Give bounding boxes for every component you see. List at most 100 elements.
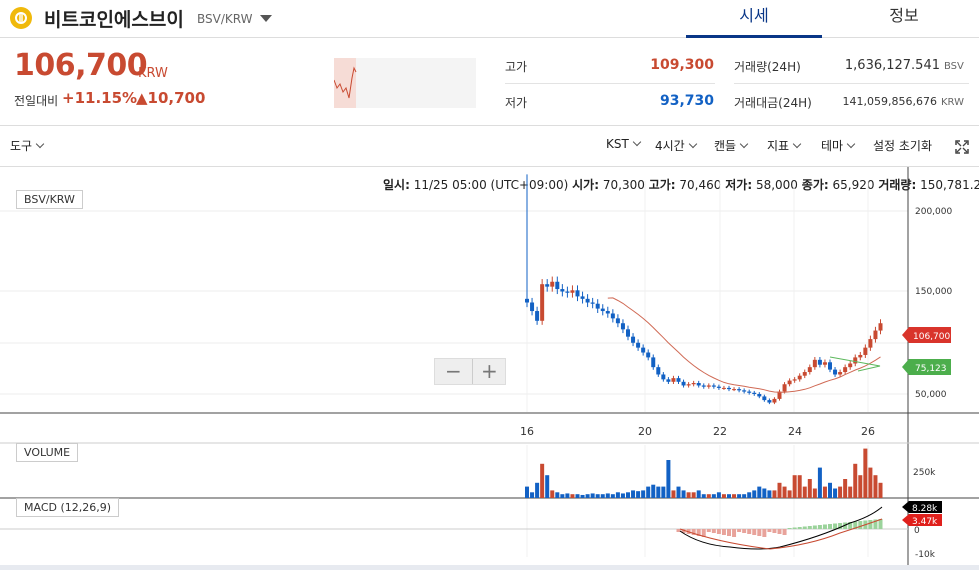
macd-line: [679, 506, 883, 550]
volume-bar: [550, 490, 555, 498]
chevron-down-icon: [792, 139, 802, 149]
macd-bar: [828, 524, 832, 529]
close-label: 종가:: [801, 178, 829, 192]
candle-body: [812, 359, 817, 368]
candle-body: [545, 284, 550, 287]
tools-menu[interactable]: 도구: [10, 137, 45, 154]
volume-bar: [828, 482, 832, 498]
candle-body: [833, 369, 838, 375]
volume-bar: [817, 467, 822, 498]
candle-body: [626, 329, 630, 337]
moving-average-line-2: [829, 356, 881, 372]
volume-bar: [671, 490, 676, 498]
price-chart[interactable]: 200,000 150,000 50,000 16 20 22 24 26 10…: [0, 167, 979, 565]
candle-body: [560, 289, 565, 292]
volume-tag: VOLUME: [16, 443, 79, 462]
macd-bar: [772, 529, 777, 533]
volume-bar: [777, 482, 782, 498]
macd-bar: [732, 529, 737, 537]
zoom-out-button[interactable]: −: [445, 359, 462, 383]
fullscreen-icon[interactable]: [955, 139, 969, 158]
top-bar: [0, 0, 979, 38]
x-tick: 22: [713, 425, 727, 438]
macd-tag-shape: [902, 501, 942, 513]
volume-bar: [701, 494, 706, 498]
volume-bar: [545, 475, 550, 498]
amount-label: 거래대금(24H): [734, 96, 812, 110]
reset-settings-button[interactable]: 설정 초기화: [873, 139, 933, 153]
volume-bar: [863, 448, 868, 498]
macd-tick: 0: [914, 526, 920, 536]
candle-body: [701, 385, 706, 387]
volume-bar: [535, 482, 540, 498]
volume-bar: [555, 492, 560, 498]
chevron-down-icon: [632, 137, 642, 147]
candle-body: [838, 372, 843, 375]
volume-bar: [641, 490, 646, 498]
volume-value: 1,636,127.541: [844, 58, 940, 73]
volume-bar: [858, 475, 863, 498]
candle-body: [681, 381, 686, 386]
candle-body: [777, 391, 782, 399]
macd-bar: [727, 529, 731, 536]
candle-body: [570, 290, 575, 293]
volume-bar: [565, 493, 570, 498]
ma-tag-shape: [902, 359, 951, 375]
volume-bar: [681, 490, 686, 498]
chart-toolbar: [0, 125, 979, 167]
market-pair[interactable]: BSV/KRW: [197, 12, 253, 26]
interval-menu[interactable]: 4시간: [655, 137, 697, 154]
x-tick: 26: [861, 425, 875, 438]
candle-body: [535, 311, 540, 321]
macd-bar: [822, 524, 827, 529]
volume-bar: [802, 486, 807, 498]
candle-body: [666, 379, 671, 382]
volume-bar: [696, 490, 701, 498]
tab-info[interactable]: 정보: [889, 6, 919, 25]
volume-bar: [853, 463, 858, 498]
macd-bar: [737, 529, 742, 532]
candle-body: [631, 336, 636, 343]
chart-grid: [0, 167, 979, 565]
candle-menu[interactable]: 캔들: [714, 137, 749, 154]
chevron-down-icon: [739, 139, 749, 149]
macd-bar: [807, 526, 812, 529]
macd-bar: [777, 529, 782, 534]
candle-body: [540, 284, 545, 321]
timezone-menu[interactable]: KST: [606, 137, 642, 151]
candle-body: [843, 367, 848, 373]
volume-bar: [575, 494, 580, 498]
candle-body: [848, 363, 853, 368]
macd-tick: -10k: [915, 550, 936, 560]
volume-bar: [676, 486, 681, 498]
macd-bar: [711, 529, 716, 533]
volume-bar: [873, 475, 878, 498]
zoom-in-button[interactable]: +: [481, 359, 498, 383]
price-unit: KRW: [138, 66, 168, 81]
candle-body: [620, 323, 625, 330]
candle-body: [757, 394, 762, 397]
tab-quote[interactable]: 시세: [686, 0, 822, 38]
macd-bar: [817, 525, 822, 529]
candle-body: [711, 385, 716, 387]
volume-bar: [626, 492, 630, 498]
amount-value: 141,059,856,676: [842, 95, 937, 108]
volume-bar: [737, 494, 742, 498]
candle-body: [868, 339, 873, 348]
volume-bar: [595, 494, 600, 498]
volume-bar: [782, 486, 787, 498]
theme-label: 테마: [821, 139, 844, 153]
theme-menu[interactable]: 테마: [821, 137, 856, 154]
volume-unit: BSV: [944, 61, 964, 72]
pair-dropdown-icon[interactable]: [260, 15, 272, 22]
volume-bar: [812, 488, 817, 498]
volume-bar: [600, 494, 605, 498]
volume-bar: [787, 490, 792, 498]
chevron-down-icon: [846, 139, 856, 149]
indicator-menu[interactable]: 지표: [767, 137, 802, 154]
macd-bar: [681, 529, 686, 533]
volume-bar: [570, 494, 575, 498]
candle-body: [575, 290, 580, 297]
volume-bar: [691, 492, 696, 498]
volume-bar: [716, 492, 721, 498]
